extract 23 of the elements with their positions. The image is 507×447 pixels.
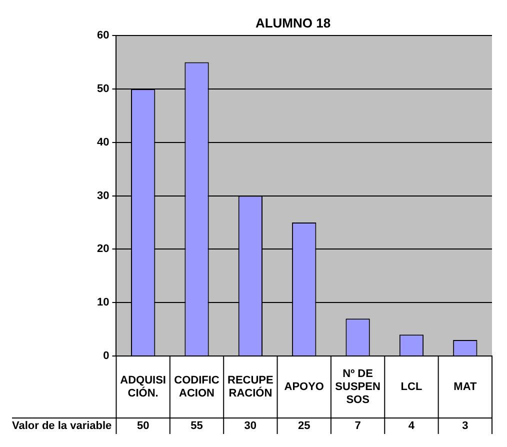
data-label: 55 <box>190 420 203 432</box>
data-label: 50 <box>136 420 150 432</box>
data-label: 30 <box>244 420 257 432</box>
x-tick-label: LCL <box>400 381 422 394</box>
data-label: 4 <box>408 420 416 432</box>
y-tick-label: 50 <box>96 83 110 96</box>
y-tick-label: 10 <box>96 296 110 309</box>
text: Valor de la variable <box>12 420 112 432</box>
y-tick-label: 30 <box>96 190 110 202</box>
x-tick-label: ADQUISICIÓN. <box>120 374 166 400</box>
y-tick-label: 20 <box>96 243 110 256</box>
chart-title: ALUMNO 18 <box>255 15 331 30</box>
data-label: 3 <box>462 420 468 432</box>
y-tick-label: 60 <box>96 30 110 42</box>
y-tick-label: 0 <box>103 350 110 362</box>
x-tick-label: Nº DE SUSPENSOS <box>335 368 380 406</box>
x-tick-label: APOYO <box>284 381 324 394</box>
data-label: 7 <box>354 420 361 432</box>
data-label: 25 <box>298 420 310 432</box>
x-tick-label: RECUPERACIÓN <box>228 374 274 400</box>
x-tick-label: CODIFICACION <box>174 374 220 400</box>
y-tick-label: 40 <box>96 136 110 148</box>
x-tick-label: MAT <box>454 381 477 394</box>
